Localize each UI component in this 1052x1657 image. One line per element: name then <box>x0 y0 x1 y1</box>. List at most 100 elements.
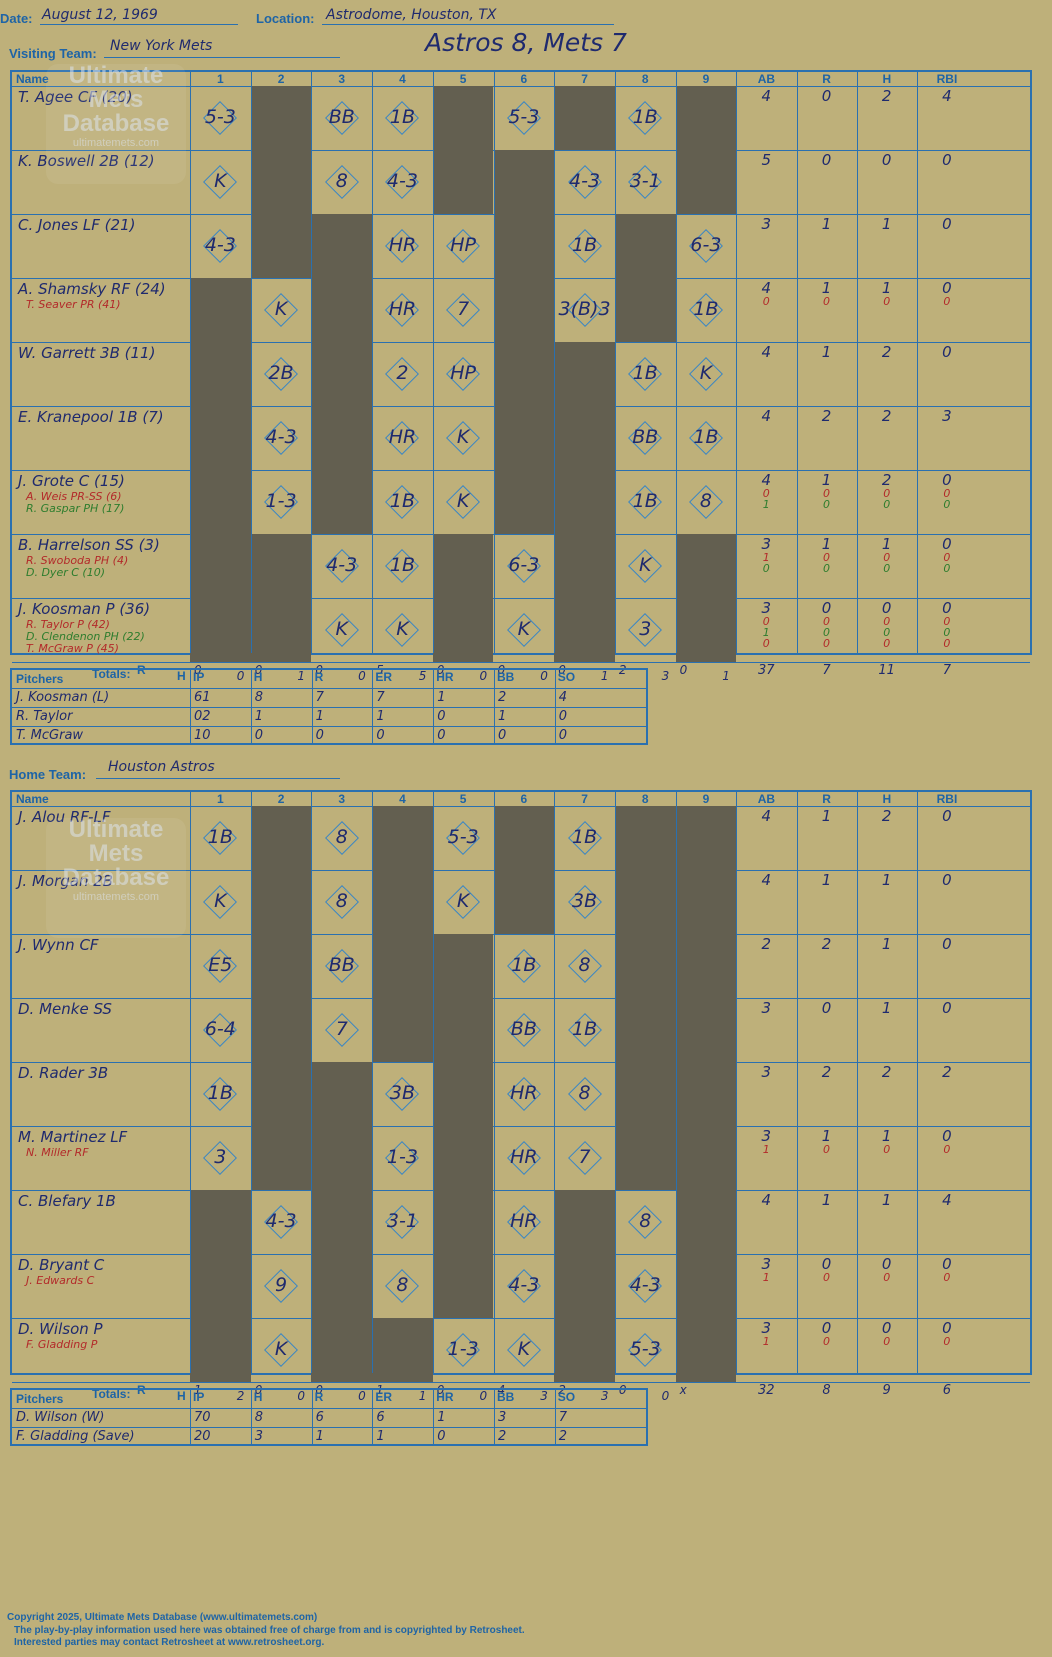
visitors-col-rule <box>493 72 495 653</box>
visitors-sub-stat: 0 <box>943 498 951 511</box>
home-col-rule <box>736 792 738 1373</box>
visitors-unused-inning-cell <box>614 214 676 278</box>
watermark-line1: Ultimate <box>68 62 164 89</box>
visitors-play-result: K <box>214 170 227 192</box>
visitors-pitcher-stat: 7 <box>376 690 385 705</box>
watermark-logo: Ultimate Mets Database ultimatemets.com <box>46 64 186 184</box>
home-row-rule <box>12 934 1030 935</box>
visitors-pitcher-stat: 0 <box>376 728 385 743</box>
home-unused-inning-cell <box>311 1062 373 1126</box>
visitors-play-result: HR <box>388 426 417 448</box>
visitors-sub-stat: 0 <box>762 615 770 628</box>
home-player-stat: 4 <box>942 1191 952 1209</box>
visitors-sub-stat: 0 <box>823 637 830 650</box>
footer-retrosheet-2: Interested parties may contact Retroshee… <box>14 1637 325 1648</box>
home-unused-inning-cell <box>675 1190 737 1254</box>
visitors-play-result: 3 <box>639 618 652 640</box>
home-col-rule <box>311 792 313 1373</box>
visitors-sub-name: R. Taylor P (42) <box>26 618 110 631</box>
visitors-inning-hits: 1 <box>722 669 730 683</box>
home-unused-inning-cell <box>190 1318 251 1382</box>
visitors-total-stat: 37 <box>758 663 775 678</box>
visitors-inning-runs: 0 <box>679 663 688 677</box>
home-player-name: D. Wilson P <box>18 1320 103 1338</box>
visitors-unused-inning-cell <box>493 342 555 406</box>
visitors-sub-stat: 0 <box>883 626 891 639</box>
home-unused-inning-cell <box>554 1190 615 1254</box>
home-inning-runs: 0 <box>618 1383 627 1397</box>
visitors-stat-header: H <box>882 72 892 86</box>
visitors-play-result: 3-1 <box>629 170 661 192</box>
home-player-stat: 0 <box>881 1319 892 1337</box>
visiting-team-value: New York Mets <box>110 38 213 54</box>
home-sub-name: N. Miller RF <box>26 1146 89 1159</box>
home-play-result: 8 <box>335 890 348 912</box>
home-player-stat: 3 <box>761 1319 772 1337</box>
home-col-rule <box>493 792 495 1373</box>
home-inning-header: 1 <box>217 792 224 806</box>
visitors-col-rule <box>916 72 918 653</box>
home-play-result: 4-3 <box>508 1274 540 1296</box>
visitors-pitch-col-rule <box>554 670 556 743</box>
visitors-sub-stat: 0 <box>883 295 891 308</box>
home-player-stat: 0 <box>942 871 952 889</box>
home-player-stat: 0 <box>881 1255 892 1273</box>
visitors-player-stat: 1 <box>821 215 832 233</box>
visitors-totals-label: Totals: <box>92 667 131 681</box>
home-play-result: K <box>517 1338 531 1360</box>
visitors-col-rule <box>432 72 434 653</box>
visitors-totals-r-label: R <box>137 663 146 677</box>
home-player-stat: 1 <box>821 1191 832 1209</box>
visitors-stat-header: AB <box>757 72 776 86</box>
visitors-play-result: K <box>517 618 531 640</box>
home-row-rule <box>12 1382 1030 1383</box>
footer-copyright: Copyright 2025, Ultimate Mets Database (… <box>7 1612 318 1623</box>
home-player-stat: 4 <box>761 1191 772 1209</box>
home-inning-header: 5 <box>459 792 467 806</box>
home-col-rule <box>190 792 191 1373</box>
visitors-sub-stat: 0 <box>883 615 891 628</box>
home-underline <box>96 778 340 779</box>
home-pitch-col-rule <box>372 1390 374 1444</box>
location-value: Astrodome, Houston, TX <box>326 7 497 23</box>
home-inning-hits: 0 <box>297 1389 306 1403</box>
visitors-play-result: HR <box>388 298 417 320</box>
visitors-pitcher-name: R. Taylor <box>16 709 73 724</box>
location-underline <box>322 24 614 25</box>
home-pitcher-stat: 1 <box>315 1429 324 1444</box>
visitors-player-name: A. Shamsky RF (24) <box>18 280 166 298</box>
visitors-inning-hits: 1 <box>600 669 609 683</box>
visitors-sub-stat: 1 <box>762 498 770 511</box>
visitors-row-rule <box>12 534 1030 535</box>
home-unused-inning-cell <box>432 1254 494 1318</box>
home-player-stat: 2 <box>881 1063 892 1081</box>
visitors-player-stat: 0 <box>942 343 952 361</box>
visitors-play-result: 1B <box>389 490 415 512</box>
home-sub-stat: 0 <box>943 1335 951 1348</box>
visitors-inning-header: 7 <box>581 72 588 86</box>
home-unused-inning-cell <box>250 1126 312 1190</box>
visitors-col-rule <box>675 72 677 653</box>
home-pitch-col-header: HR <box>436 1390 454 1404</box>
home-player-stat: 1 <box>821 1127 832 1145</box>
home-player-stat: 0 <box>821 1319 832 1337</box>
visitors-play-result: 1B <box>693 298 719 320</box>
date-label: Date: <box>0 11 33 26</box>
home-play-result: 3B <box>571 890 598 912</box>
home-player-stat: 3 <box>761 1255 772 1273</box>
visitors-unused-inning-cell <box>311 342 373 406</box>
home-inning-runs: 4 <box>497 1383 506 1397</box>
visitors-pitch-rule <box>12 726 646 727</box>
home-play-result: HR <box>510 1082 538 1104</box>
visitors-play-result: 6-3 <box>690 234 722 256</box>
home-player-stat: 2 <box>821 1063 832 1081</box>
home-pitch-col-header: ER <box>375 1390 393 1404</box>
home-pitch-col-rule <box>554 1390 556 1444</box>
home-pitch-col-rule <box>190 1390 191 1444</box>
home-inning-hits: 1 <box>418 1389 427 1403</box>
visitors-play-result: 1B <box>632 490 658 512</box>
visitors-inning-hits: 5 <box>418 669 427 683</box>
visitors-pitcher-stat: 1 <box>437 690 446 705</box>
home-totals-h-label: H <box>177 1389 186 1403</box>
home-player-stat: 1 <box>881 871 892 889</box>
